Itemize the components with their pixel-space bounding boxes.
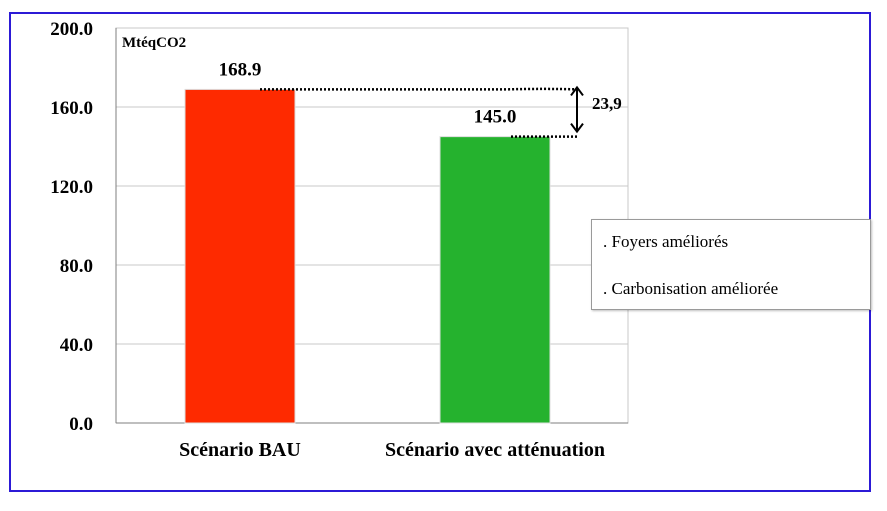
legend: . Foyers améliorés . Carbonisation améli… bbox=[591, 219, 871, 310]
arrow-head-up bbox=[570, 85, 584, 97]
difference-annotation bbox=[260, 85, 584, 138]
legend-entry-foyers: . Foyers améliorés bbox=[603, 232, 729, 251]
bars bbox=[184, 88, 551, 424]
y-tick-label: 80.0 bbox=[60, 256, 93, 277]
chart-text: 0.0 40.0 80.0 120.0 160.0 200.0 MtéqCO2 168.9 Sc… bbox=[50, 19, 622, 461]
y-tick-label: 120.0 bbox=[50, 177, 93, 198]
bar-attenuation bbox=[439, 136, 551, 424]
dotted-line-bau-level bbox=[260, 87, 579, 91]
category-label: Scénario BAU bbox=[179, 439, 301, 461]
legend-entry-carbonisation: . Carbonisation améliorée bbox=[603, 279, 779, 298]
bar-value-label: 168.9 bbox=[219, 59, 262, 80]
y-tick-label: 40.0 bbox=[60, 335, 93, 356]
y-tick-label: 0.0 bbox=[69, 414, 93, 435]
arrow-head-down bbox=[570, 123, 584, 134]
bar-bau bbox=[184, 88, 296, 424]
category-label: Scénario avec atténuation bbox=[385, 439, 605, 461]
y-tick-label: 160.0 bbox=[50, 98, 93, 119]
y-axis-unit-label: MtéqCO2 bbox=[122, 35, 186, 51]
y-tick-label: 200.0 bbox=[50, 19, 93, 40]
difference-label: 23,9 bbox=[592, 94, 622, 113]
bar-value-label: 145.0 bbox=[474, 107, 517, 128]
